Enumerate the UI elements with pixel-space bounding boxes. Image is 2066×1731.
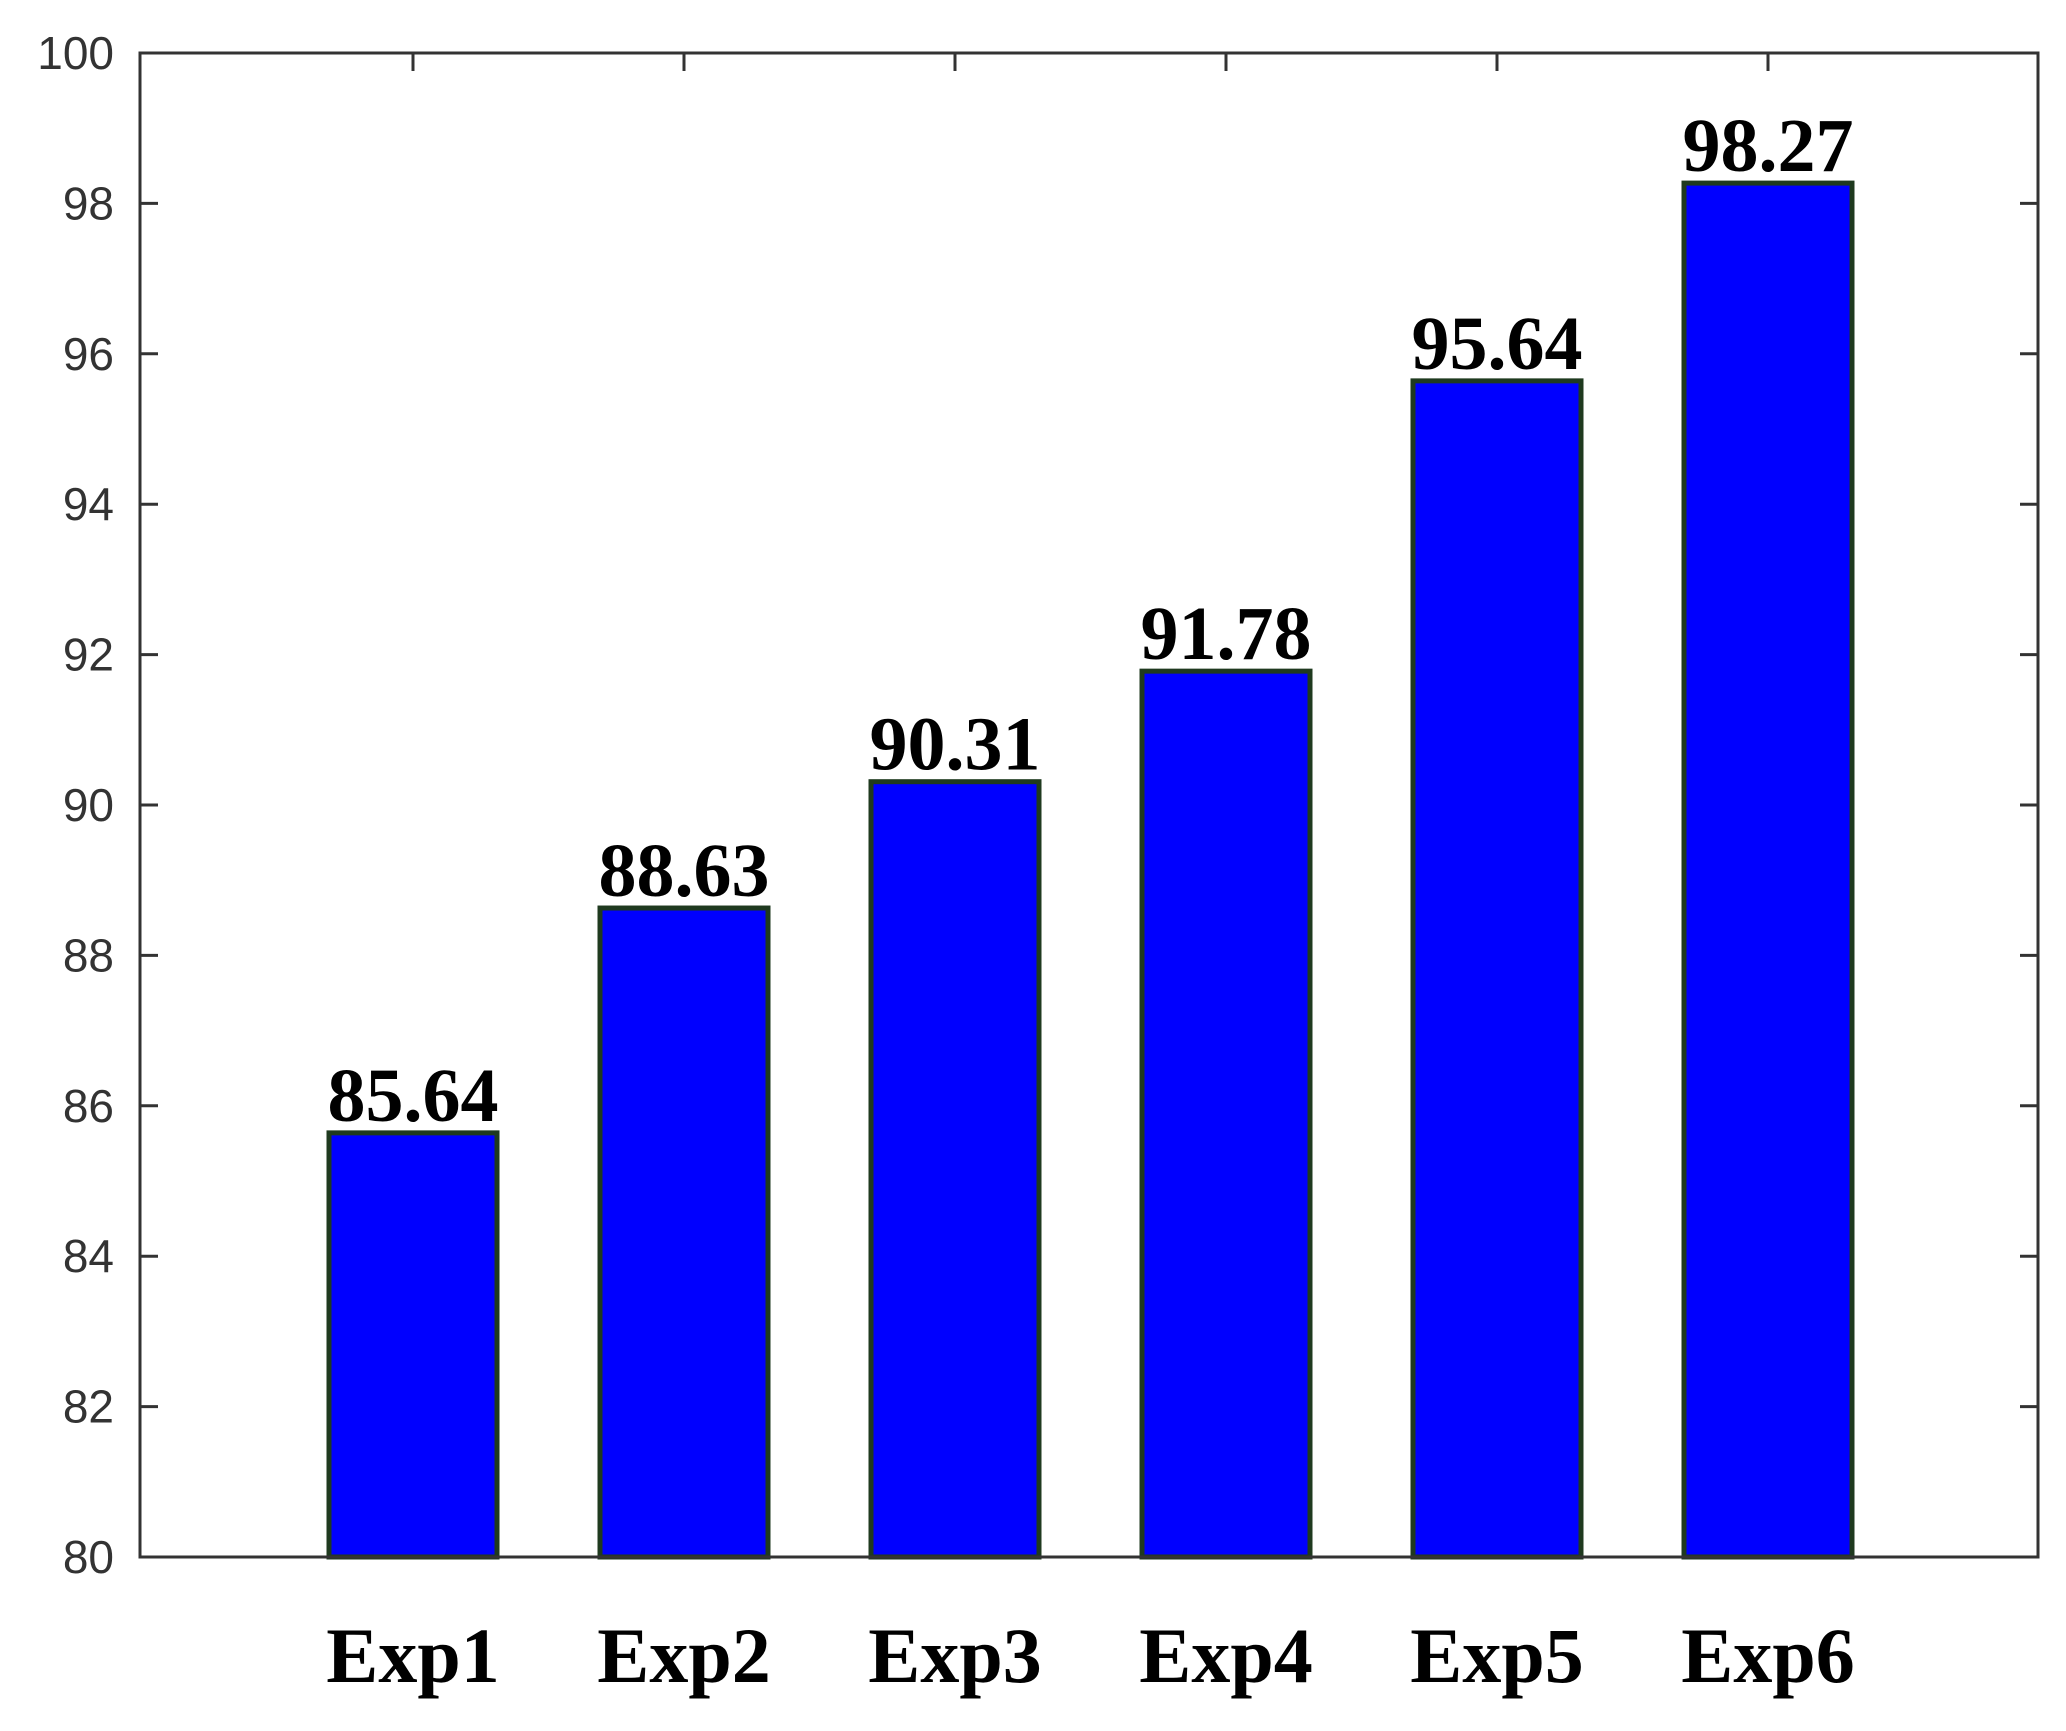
- y-tick-label: 84: [63, 1230, 114, 1282]
- y-tick-label: 82: [63, 1381, 114, 1433]
- data-label: 88.63: [599, 829, 770, 913]
- data-label: 91.78: [1141, 592, 1312, 676]
- bar-exp6: [1681, 180, 1855, 1560]
- y-tick-label: 88: [63, 929, 114, 981]
- x-tick-label: Exp5: [1410, 1612, 1583, 1699]
- bar-exp1: [326, 1130, 500, 1560]
- data-label: 98.27: [1683, 104, 1854, 188]
- bar-exp4: [1139, 668, 1313, 1560]
- plot-frame: [138, 51, 2040, 1559]
- bar-exp3: [868, 779, 1042, 1560]
- y-tick-label: 92: [63, 629, 114, 681]
- y-tick-labels: 80 82 84 86 88 90 92 94 96 98 100: [37, 27, 114, 1583]
- x-tick-label: Exp2: [597, 1612, 770, 1699]
- x-tick-label: Exp3: [868, 1612, 1041, 1699]
- x-tick-label: Exp4: [1139, 1612, 1312, 1699]
- data-label: 85.64: [328, 1054, 499, 1138]
- bars: [326, 180, 1855, 1560]
- y-tick-label: 80: [63, 1531, 114, 1583]
- x-tick-labels: Exp1 Exp2 Exp3 Exp4 Exp5 Exp6: [326, 1612, 1854, 1699]
- data-label: 90.31: [870, 703, 1041, 787]
- y-tick-label: 86: [63, 1080, 114, 1132]
- y-tick-label: 94: [63, 478, 114, 530]
- y-tick-label: 90: [63, 779, 114, 831]
- bar-exp5: [1410, 378, 1584, 1560]
- bar-exp2: [597, 905, 771, 1560]
- x-tick-label: Exp6: [1681, 1612, 1854, 1699]
- x-tick-label: Exp1: [326, 1612, 499, 1699]
- y-tick-label: 98: [63, 177, 114, 229]
- data-labels: 85.64 88.63 90.31 91.78 95.64 98.27: [328, 104, 1854, 1138]
- y-tick-label: 96: [63, 328, 114, 380]
- y-tick-label: 100: [37, 27, 114, 79]
- data-label: 95.64: [1412, 302, 1583, 386]
